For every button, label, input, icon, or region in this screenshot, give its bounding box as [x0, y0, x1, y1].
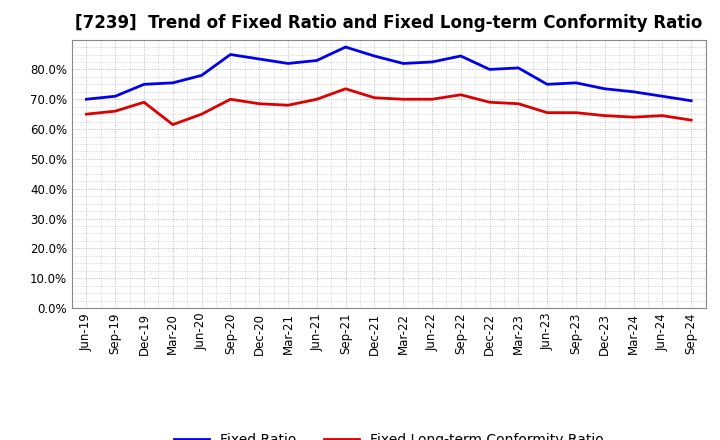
Fixed Long-term Conformity Ratio — [111, 109, 120, 114]
Fixed Long-term Conformity Ratio — [687, 117, 696, 123]
Fixed Long-term Conformity Ratio — [600, 113, 609, 118]
Line: Fixed Long-term Conformity Ratio: Fixed Long-term Conformity Ratio — [86, 89, 691, 125]
Fixed Ratio — [572, 80, 580, 85]
Fixed Ratio — [168, 80, 177, 85]
Fixed Long-term Conformity Ratio — [82, 111, 91, 117]
Fixed Long-term Conformity Ratio — [255, 101, 264, 106]
Fixed Ratio — [629, 89, 638, 95]
Fixed Long-term Conformity Ratio — [140, 99, 148, 105]
Fixed Long-term Conformity Ratio — [197, 111, 206, 117]
Fixed Long-term Conformity Ratio — [370, 95, 379, 100]
Fixed Ratio — [428, 59, 436, 65]
Fixed Long-term Conformity Ratio — [428, 97, 436, 102]
Fixed Long-term Conformity Ratio — [514, 101, 523, 106]
Fixed Ratio — [226, 52, 235, 57]
Fixed Ratio — [255, 56, 264, 62]
Title: [7239]  Trend of Fixed Ratio and Fixed Long-term Conformity Ratio: [7239] Trend of Fixed Ratio and Fixed Lo… — [75, 15, 703, 33]
Fixed Long-term Conformity Ratio — [312, 97, 321, 102]
Fixed Long-term Conformity Ratio — [572, 110, 580, 115]
Fixed Ratio — [399, 61, 408, 66]
Fixed Ratio — [658, 94, 667, 99]
Fixed Long-term Conformity Ratio — [629, 114, 638, 120]
Fixed Long-term Conformity Ratio — [284, 103, 292, 108]
Fixed Ratio — [341, 44, 350, 50]
Fixed Ratio — [82, 97, 91, 102]
Fixed Ratio — [370, 53, 379, 59]
Fixed Ratio — [543, 82, 552, 87]
Fixed Long-term Conformity Ratio — [543, 110, 552, 115]
Fixed Ratio — [197, 73, 206, 78]
Line: Fixed Ratio: Fixed Ratio — [86, 47, 691, 101]
Fixed Long-term Conformity Ratio — [485, 99, 494, 105]
Fixed Ratio — [514, 65, 523, 70]
Fixed Ratio — [312, 58, 321, 63]
Fixed Ratio — [485, 67, 494, 72]
Fixed Ratio — [111, 94, 120, 99]
Fixed Ratio — [687, 98, 696, 103]
Fixed Long-term Conformity Ratio — [341, 86, 350, 92]
Fixed Long-term Conformity Ratio — [399, 97, 408, 102]
Fixed Ratio — [140, 82, 148, 87]
Fixed Long-term Conformity Ratio — [226, 97, 235, 102]
Legend: Fixed Ratio, Fixed Long-term Conformity Ratio: Fixed Ratio, Fixed Long-term Conformity … — [168, 428, 609, 440]
Fixed Ratio — [456, 53, 465, 59]
Fixed Long-term Conformity Ratio — [658, 113, 667, 118]
Fixed Ratio — [600, 86, 609, 92]
Fixed Long-term Conformity Ratio — [168, 122, 177, 127]
Fixed Ratio — [284, 61, 292, 66]
Fixed Long-term Conformity Ratio — [456, 92, 465, 97]
